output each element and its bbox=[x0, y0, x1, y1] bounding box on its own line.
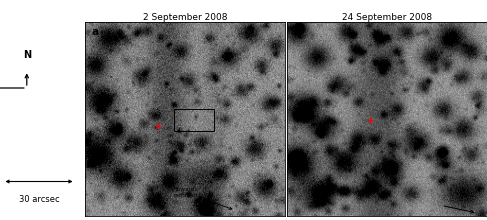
Text: Towards
remnant: Towards remnant bbox=[173, 187, 232, 209]
Text: b: b bbox=[293, 27, 301, 37]
Text: a: a bbox=[91, 27, 98, 37]
Text: 30 arcsec: 30 arcsec bbox=[19, 195, 59, 204]
Bar bbox=[173, 109, 213, 131]
Title: 2 September 2008: 2 September 2008 bbox=[143, 13, 227, 22]
Text: N: N bbox=[23, 51, 31, 60]
Title: 24 September 2008: 24 September 2008 bbox=[342, 13, 432, 22]
